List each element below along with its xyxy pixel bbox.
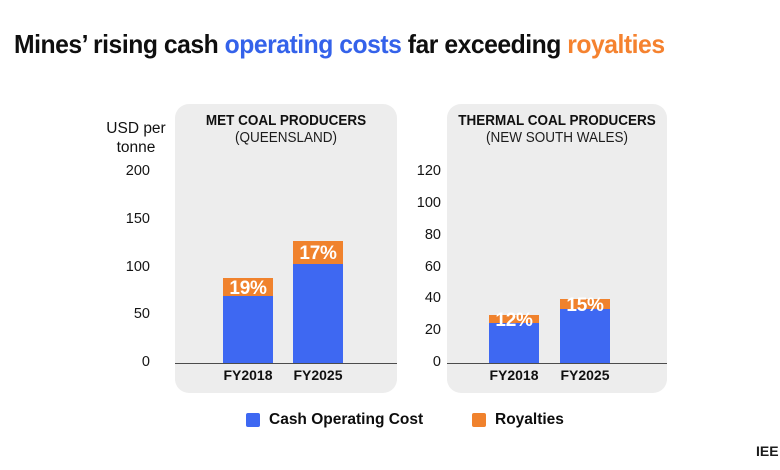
y-tick-label: 100 xyxy=(125,258,150,275)
royalties-segment xyxy=(489,315,539,324)
stacked-bar-fy2018: 12% xyxy=(489,310,539,363)
y-tick-label: 150 xyxy=(125,210,150,227)
y-tick-label: 50 xyxy=(133,306,150,323)
stacked-bar-fy2025: 15% xyxy=(560,295,610,363)
panel-header: MET COAL PRODUCERS (QUEENSLAND) xyxy=(175,104,397,146)
legend-swatch-orange xyxy=(472,413,486,427)
panel-title: THERMAL COAL PRODUCERS xyxy=(458,112,656,129)
royalties-segment xyxy=(223,278,273,297)
panel-title: MET COAL PRODUCERS xyxy=(205,112,367,129)
legend-label: Royalties xyxy=(495,411,564,428)
title-segment-2: far exceeding xyxy=(401,29,568,59)
cash-operating-cost-segment xyxy=(489,323,539,363)
y-tick-label: 20 xyxy=(424,322,441,339)
ieefa-logo: IEE xyxy=(756,443,779,459)
y-axis-unit-line2: tonne xyxy=(116,139,156,156)
chart-panel-thermal-coal: THERMAL COAL PRODUCERS (NEW SOUTH WALES)… xyxy=(447,104,667,393)
panel-subtitle: (NEW SOUTH WALES) xyxy=(485,129,629,146)
y-tick-label: 0 xyxy=(141,354,150,370)
cash-operating-cost-segment xyxy=(223,296,273,363)
title-segment-1: operating costs xyxy=(224,29,402,59)
y-tick-label: 40 xyxy=(424,290,441,307)
page-title: Mines’ rising cash operating costs far e… xyxy=(14,29,665,60)
stacked-bar-fy2018: 19% xyxy=(223,278,273,363)
legend-label: Cash Operating Cost xyxy=(269,411,424,428)
cash-operating-cost-segment xyxy=(293,263,343,363)
royalties-segment xyxy=(293,240,343,264)
x-category-label: FY2025 xyxy=(293,367,343,383)
y-tick-label: 120 xyxy=(416,163,441,179)
title-segment-0: Mines’ rising cash xyxy=(14,29,225,59)
y-axis-unit-line1: USD per xyxy=(106,120,166,137)
chart-panel-met-coal: MET COAL PRODUCERS (QUEENSLAND) 19% FY201… xyxy=(175,104,397,393)
x-axis-line xyxy=(447,363,667,364)
y-tick-label: 60 xyxy=(424,258,441,275)
x-category-label: FY2018 xyxy=(223,367,273,383)
y-axis-unit-label: USD per tonne xyxy=(103,119,169,157)
title-segment-3: royalties xyxy=(567,29,665,59)
y-tick-label: 200 xyxy=(125,163,150,179)
y-tick-label: 80 xyxy=(424,226,441,243)
x-axis-line xyxy=(175,363,397,364)
legend-item-royalties: Royalties xyxy=(472,411,564,429)
x-category-label: FY2025 xyxy=(560,367,610,383)
legend-swatch-blue xyxy=(246,413,260,427)
panel-subtitle: (QUEENSLAND) xyxy=(234,129,338,146)
y-tick-label: 0 xyxy=(432,354,441,370)
panel-header: THERMAL COAL PRODUCERS (NEW SOUTH WALES) xyxy=(447,104,667,146)
y-tick-label: 100 xyxy=(416,194,441,211)
legend-item-cash-operating-cost: Cash Operating Cost xyxy=(246,411,423,429)
cash-operating-cost-segment xyxy=(560,308,610,363)
stacked-bar-fy2025: 17% xyxy=(293,240,343,363)
royalties-segment xyxy=(560,299,610,309)
x-category-label: FY2018 xyxy=(489,367,539,383)
